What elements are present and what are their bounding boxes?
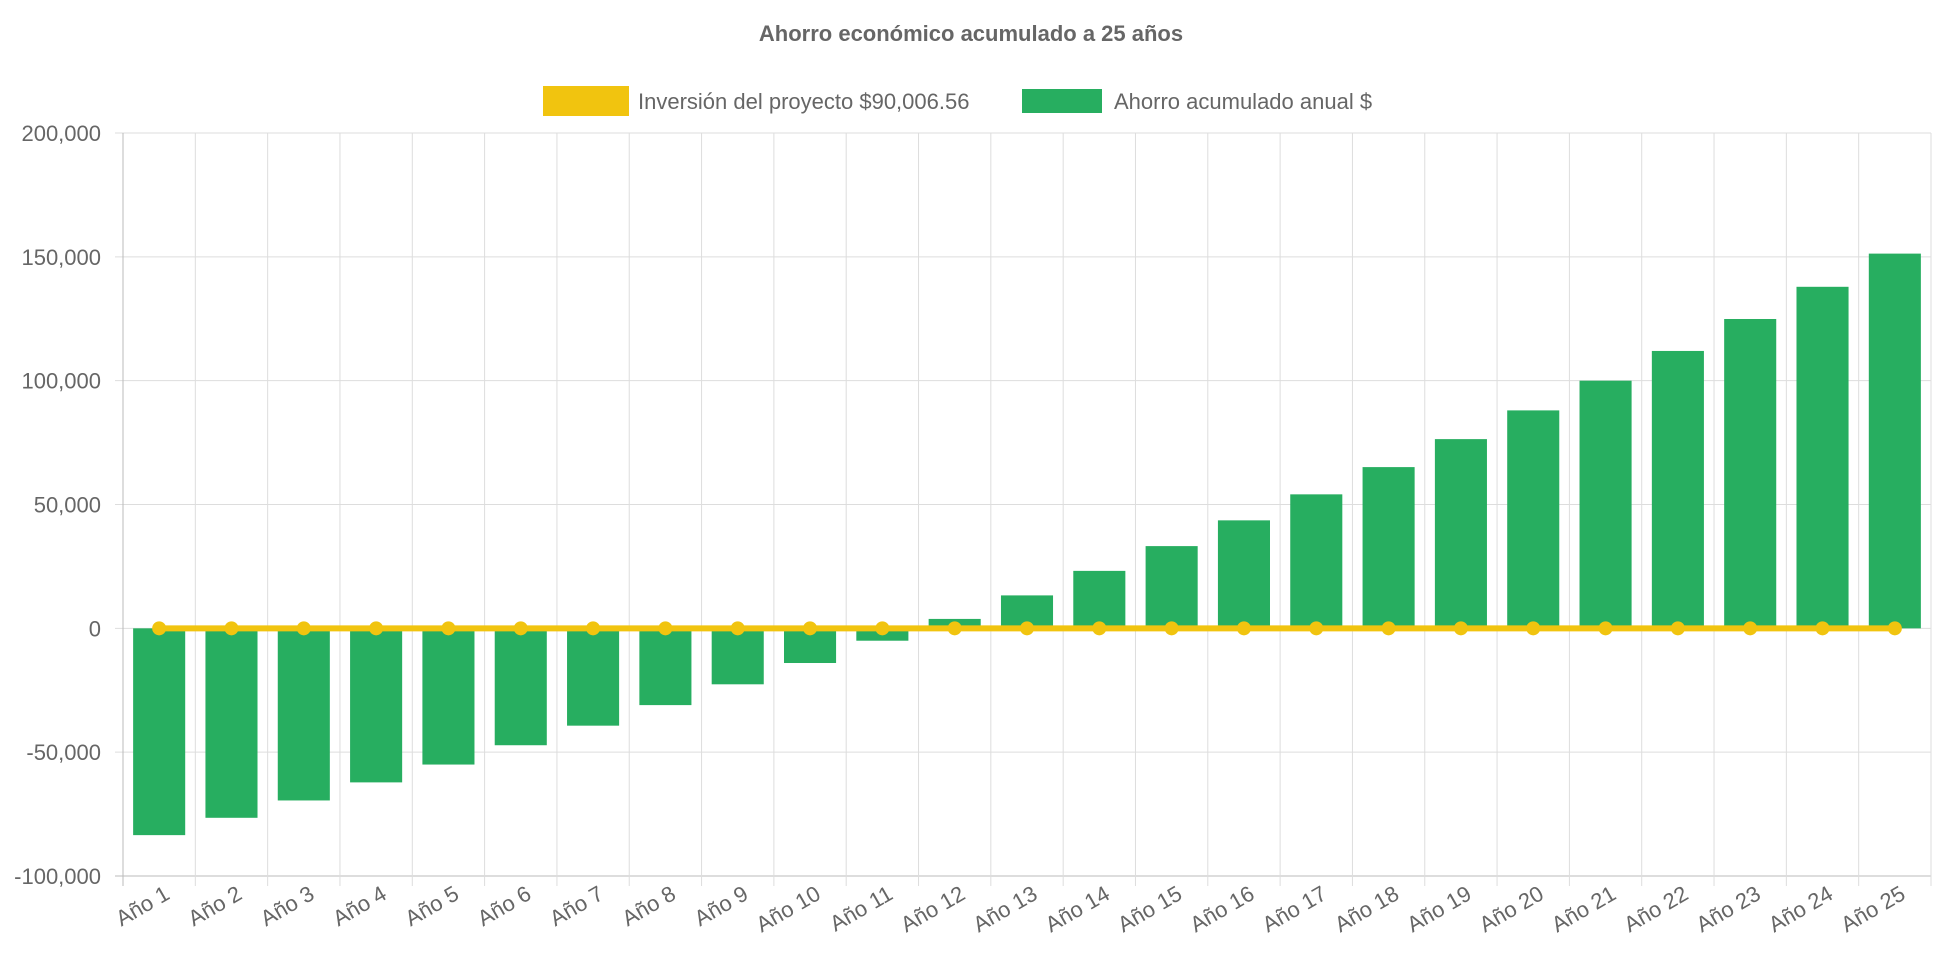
bar-4[interactable] bbox=[350, 628, 403, 783]
legend-label-ahorro[interactable]: Ahorro acumulado anual $ bbox=[1114, 89, 1372, 114]
investment-point-17[interactable] bbox=[1309, 621, 1324, 636]
investment-point-25[interactable] bbox=[1887, 621, 1902, 636]
investment-point-1[interactable] bbox=[152, 621, 167, 636]
bar-18[interactable] bbox=[1362, 467, 1415, 629]
investment-point-6[interactable] bbox=[513, 621, 528, 636]
bar-1[interactable] bbox=[133, 628, 186, 836]
investment-point-14[interactable] bbox=[1092, 621, 1107, 636]
investment-point-21[interactable] bbox=[1598, 621, 1613, 636]
investment-point-3[interactable] bbox=[296, 621, 311, 636]
x-tick-label: Año 8 bbox=[618, 881, 680, 931]
investment-point-2[interactable] bbox=[224, 621, 239, 636]
line-group bbox=[152, 621, 1902, 636]
legend-swatch-inversion[interactable] bbox=[543, 86, 629, 116]
bar-15[interactable] bbox=[1145, 546, 1198, 629]
x-tick-label: Año 22 bbox=[1619, 881, 1692, 938]
x-tick-label: Año 2 bbox=[184, 881, 246, 931]
x-tick-label: Año 15 bbox=[1113, 881, 1186, 938]
bar-24[interactable] bbox=[1796, 286, 1849, 629]
x-tick-label: Año 16 bbox=[1186, 881, 1259, 938]
bar-6[interactable] bbox=[494, 628, 547, 746]
investment-point-24[interactable] bbox=[1815, 621, 1830, 636]
bar-16[interactable] bbox=[1217, 520, 1270, 629]
bar-2[interactable] bbox=[205, 628, 258, 818]
legend-swatch-ahorro[interactable] bbox=[1022, 89, 1102, 113]
investment-point-5[interactable] bbox=[441, 621, 456, 636]
investment-point-18[interactable] bbox=[1381, 621, 1396, 636]
x-tick-label: Año 24 bbox=[1764, 881, 1837, 938]
x-tick-label: Año 14 bbox=[1041, 881, 1114, 938]
x-tick-label: Año 4 bbox=[328, 881, 390, 931]
legend-label-inversion[interactable]: Inversión del proyecto $90,006.56 bbox=[638, 89, 969, 114]
investment-point-13[interactable] bbox=[1020, 621, 1034, 636]
y-tick-label: -100,000 bbox=[14, 864, 101, 889]
bar-3[interactable] bbox=[277, 628, 330, 801]
investment-point-11[interactable] bbox=[875, 621, 890, 636]
x-tick-label: Año 1 bbox=[111, 881, 173, 931]
y-tick-label: 0 bbox=[89, 616, 101, 641]
investment-point-9[interactable] bbox=[730, 621, 745, 636]
bar-14[interactable] bbox=[1073, 570, 1126, 629]
bar-19[interactable] bbox=[1434, 439, 1487, 629]
investment-point-20[interactable] bbox=[1526, 621, 1541, 636]
x-tick-label: Año 25 bbox=[1836, 881, 1909, 938]
x-tick-label: Año 18 bbox=[1330, 881, 1403, 938]
investment-point-16[interactable] bbox=[1236, 621, 1251, 636]
x-tick-label: Año 11 bbox=[825, 881, 896, 937]
y-tick-label: 150,000 bbox=[21, 245, 101, 270]
investment-point-12[interactable] bbox=[947, 621, 962, 636]
x-tick-label: Año 17 bbox=[1258, 881, 1331, 938]
x-tick-label: Año 5 bbox=[401, 881, 463, 931]
x-tick-label: Año 21 bbox=[1547, 881, 1620, 938]
investment-point-4[interactable] bbox=[369, 621, 384, 636]
investment-point-22[interactable] bbox=[1670, 621, 1685, 636]
y-axis: 200,000 150,000 100,000 50,000 0 -50,000 -100,… bbox=[14, 121, 101, 889]
y-tick-label: 50,000 bbox=[34, 493, 101, 518]
bar-7[interactable] bbox=[567, 628, 620, 726]
chart-title: Ahorro económico acumulado a 25 años bbox=[759, 21, 1183, 46]
x-tick-label: Año 6 bbox=[473, 881, 535, 931]
x-axis: Año 1 Año 2 Año 3 Año 4 Año 5 Año 6 Año 7 Año 8… bbox=[111, 881, 1909, 938]
bar-8[interactable] bbox=[639, 628, 692, 706]
x-tick-label: Año 20 bbox=[1475, 881, 1548, 938]
bar-21[interactable] bbox=[1579, 380, 1632, 629]
x-tick-label: Año 3 bbox=[256, 881, 318, 931]
y-tick-label: 200,000 bbox=[21, 121, 101, 146]
bar-20[interactable] bbox=[1507, 410, 1560, 629]
x-tick-label: Año 7 bbox=[545, 881, 607, 931]
x-tick-label: Año 10 bbox=[752, 881, 825, 938]
x-tick-label: Año 23 bbox=[1692, 881, 1765, 938]
x-tick-label: Año 13 bbox=[969, 881, 1042, 938]
bar-9[interactable] bbox=[711, 628, 764, 685]
investment-point-8[interactable] bbox=[658, 621, 673, 636]
x-tick-label: Año 12 bbox=[896, 881, 969, 938]
investment-point-19[interactable] bbox=[1453, 621, 1468, 636]
bar-25[interactable] bbox=[1868, 253, 1921, 629]
bar-17[interactable] bbox=[1290, 494, 1343, 629]
chart-legend: Inversión del proyecto $90,006.56 Ahorro… bbox=[543, 86, 1372, 116]
y-tick-label: 100,000 bbox=[21, 369, 101, 394]
bar-22[interactable] bbox=[1651, 350, 1704, 629]
y-tick-label: -50,000 bbox=[26, 740, 101, 765]
investment-point-15[interactable] bbox=[1164, 621, 1179, 636]
bar-23[interactable] bbox=[1724, 318, 1777, 629]
x-tick-label: Año 9 bbox=[690, 881, 752, 931]
x-tick-label: Año 19 bbox=[1403, 881, 1476, 938]
bars-group bbox=[133, 253, 1921, 836]
bar-5[interactable] bbox=[422, 628, 475, 765]
investment-point-23[interactable] bbox=[1743, 621, 1758, 636]
grid-lines bbox=[115, 132, 1932, 886]
investment-point-7[interactable] bbox=[586, 621, 601, 636]
investment-point-10[interactable] bbox=[803, 621, 818, 636]
